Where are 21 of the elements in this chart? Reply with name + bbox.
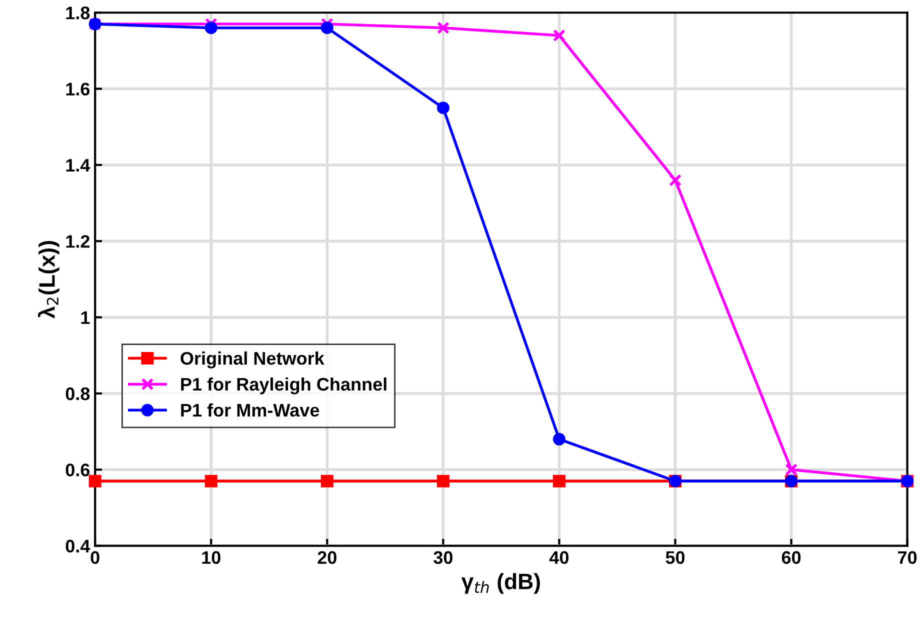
y-axis-title: λ$_{2}$(L(x)) [38, 241, 60, 318]
x-tick-label: 60 [782, 551, 801, 564]
legend-label: P1 for Mm-Wave [181, 403, 320, 417]
y-tick-label: 1.6 [66, 82, 90, 96]
y-tick-label: 1.2 [66, 235, 90, 248]
x-tick-label: 40 [549, 551, 569, 564]
x-tick-label: 20 [318, 551, 336, 564]
y-tick-label: 0.4 [66, 540, 90, 553]
x-tick-label: 70 [898, 551, 917, 564]
x-axis-title: γ$_{th}$ (dB) [461, 573, 540, 594]
legend-label: Original Network [180, 352, 324, 368]
y-tick-label: 1.8 [66, 6, 90, 20]
y-tick-label: 0.6 [66, 464, 90, 476]
y-tick-label: 0.8 [66, 387, 90, 400]
y-tick-label: 1.4 [66, 159, 90, 172]
x-tick-label: 50 [666, 551, 685, 564]
x-tick-label: 0 [90, 551, 100, 564]
x-tick-label: 30 [434, 551, 452, 564]
legend-label: P1 for Rayleigh Channel [181, 377, 386, 394]
x-tick-label: 10 [202, 551, 220, 564]
y-tick-label: 1 [81, 311, 90, 324]
